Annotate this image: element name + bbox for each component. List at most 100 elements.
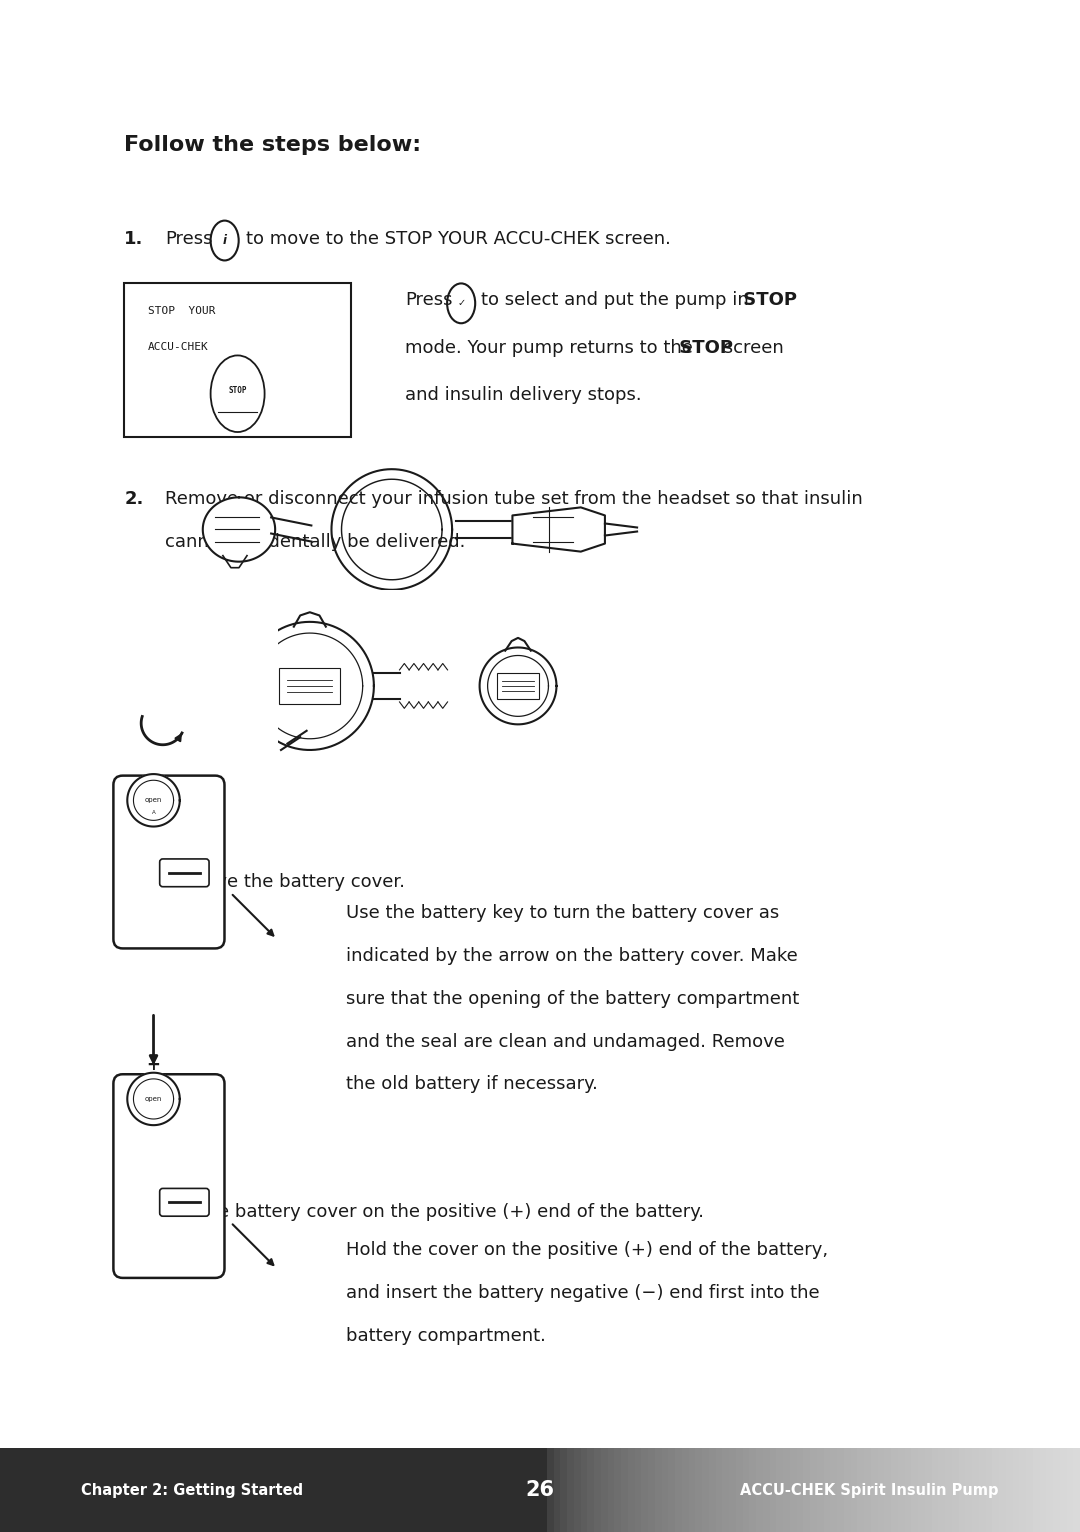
Bar (124, 283, 351, 437)
Bar (0, 1448, 540, 1532)
Text: 2.: 2. (124, 490, 144, 509)
Bar (635, 1448, 642, 1532)
Bar (594, 1448, 600, 1532)
Bar (750, 1448, 756, 1532)
Bar (1032, 1448, 1039, 1532)
Text: sure that the opening of the battery compartment: sure that the opening of the battery com… (346, 990, 799, 1008)
Bar (843, 1448, 851, 1532)
Bar (648, 1448, 654, 1532)
FancyBboxPatch shape (113, 775, 225, 948)
Bar (723, 1448, 729, 1532)
Bar (993, 1448, 999, 1532)
Bar (715, 1448, 723, 1532)
Bar (769, 1448, 777, 1532)
Bar (864, 1448, 870, 1532)
Bar (561, 1448, 567, 1532)
Bar (702, 1448, 708, 1532)
Bar (1026, 1448, 1032, 1532)
Text: open: open (145, 1095, 162, 1102)
Bar (939, 1448, 945, 1532)
FancyBboxPatch shape (497, 673, 539, 699)
Text: the old battery if necessary.: the old battery if necessary. (346, 1075, 597, 1094)
Bar (924, 1448, 931, 1532)
Bar (931, 1448, 939, 1532)
Text: ACCU-CHEK: ACCU-CHEK (148, 342, 208, 352)
Text: and insert the battery negative (−) end first into the: and insert the battery negative (−) end … (346, 1284, 820, 1302)
Text: Hold the cover on the positive (+) end of the battery,: Hold the cover on the positive (+) end o… (346, 1241, 827, 1259)
Text: Remove or disconnect your infusion tube set from the headset so that insulin: Remove or disconnect your infusion tube … (165, 490, 863, 509)
Text: Use the battery key to turn the battery cover as: Use the battery key to turn the battery … (346, 904, 779, 922)
Bar (661, 1448, 669, 1532)
Bar (729, 1448, 735, 1532)
Text: battery compartment.: battery compartment. (346, 1327, 545, 1345)
Bar (567, 1448, 573, 1532)
Polygon shape (203, 498, 275, 562)
Bar (615, 1448, 621, 1532)
Bar (627, 1448, 635, 1532)
Bar (642, 1448, 648, 1532)
Text: indicated by the arrow on the battery cover. Make: indicated by the arrow on the battery co… (346, 947, 797, 965)
Bar (581, 1448, 588, 1532)
Bar (762, 1448, 769, 1532)
Text: ACCU-CHEK Spirit Insulin Pump: ACCU-CHEK Spirit Insulin Pump (741, 1483, 999, 1497)
Bar (945, 1448, 951, 1532)
Bar (966, 1448, 972, 1532)
Bar (573, 1448, 581, 1532)
Text: to move to the STOP YOUR ACCU-CHEK screen.: to move to the STOP YOUR ACCU-CHEK scree… (246, 230, 671, 248)
Polygon shape (127, 774, 179, 827)
Bar (870, 1448, 877, 1532)
Polygon shape (246, 622, 374, 751)
Text: and insulin delivery stops.: and insulin delivery stops. (405, 386, 642, 404)
Bar (1013, 1448, 1020, 1532)
Bar (708, 1448, 715, 1532)
Bar (816, 1448, 824, 1532)
Bar (735, 1448, 743, 1532)
Text: Chapter 2: Getting Started: Chapter 2: Getting Started (81, 1483, 303, 1497)
Text: Put the battery cover on the positive (+) end of the battery.: Put the battery cover on the positive (+… (165, 1203, 704, 1221)
Bar (986, 1448, 993, 1532)
Bar (607, 1448, 615, 1532)
Bar (877, 1448, 885, 1532)
Bar (1059, 1448, 1067, 1532)
Bar (810, 1448, 816, 1532)
Bar (540, 1448, 546, 1532)
Bar (1005, 1448, 1013, 1532)
Bar (777, 1448, 783, 1532)
Bar (905, 1448, 912, 1532)
Bar (689, 1448, 696, 1532)
Bar (554, 1448, 561, 1532)
Bar (675, 1448, 681, 1532)
Bar (897, 1448, 905, 1532)
FancyBboxPatch shape (160, 1189, 210, 1216)
Bar (918, 1448, 924, 1532)
Text: ✓: ✓ (457, 299, 465, 308)
Text: 26: 26 (526, 1480, 554, 1500)
Text: 4.: 4. (124, 1203, 144, 1221)
Bar (756, 1448, 762, 1532)
FancyBboxPatch shape (113, 1074, 225, 1278)
Bar (891, 1448, 897, 1532)
Text: and the seal are clean and undamaged. Remove: and the seal are clean and undamaged. Re… (346, 1033, 784, 1051)
Bar (1067, 1448, 1074, 1532)
Text: +: + (147, 1056, 161, 1074)
Text: STOP: STOP (737, 291, 797, 309)
FancyBboxPatch shape (160, 859, 210, 887)
Bar (858, 1448, 864, 1532)
Bar (789, 1448, 797, 1532)
Text: open: open (145, 797, 162, 803)
Bar (959, 1448, 966, 1532)
FancyBboxPatch shape (280, 668, 340, 703)
Bar (978, 1448, 986, 1532)
Bar (621, 1448, 627, 1532)
Polygon shape (127, 1072, 179, 1124)
Text: cannot accidentally be delivered.: cannot accidentally be delivered. (165, 533, 465, 552)
Text: 1.: 1. (124, 230, 144, 248)
Bar (1020, 1448, 1026, 1532)
Bar (1074, 1448, 1080, 1532)
Bar (783, 1448, 789, 1532)
Bar (851, 1448, 858, 1532)
Polygon shape (480, 648, 556, 725)
Text: i: i (222, 234, 227, 247)
Text: Press: Press (165, 230, 213, 248)
Bar (804, 1448, 810, 1532)
